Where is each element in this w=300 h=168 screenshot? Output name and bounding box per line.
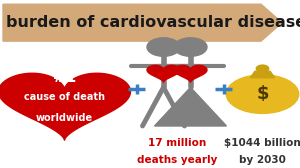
Text: deaths yearly: deaths yearly: [137, 155, 217, 165]
Polygon shape: [0, 73, 130, 140]
Polygon shape: [147, 65, 180, 82]
FancyArrow shape: [3, 4, 282, 41]
Text: $1044 billion: $1044 billion: [224, 138, 300, 148]
Text: worldwide: worldwide: [36, 113, 93, 123]
Circle shape: [256, 65, 269, 72]
Circle shape: [147, 38, 180, 56]
Text: 17 million: 17 million: [148, 138, 206, 148]
Text: #1: #1: [53, 70, 76, 85]
Circle shape: [174, 38, 207, 56]
Text: by 2030: by 2030: [239, 155, 286, 165]
Text: cause of death: cause of death: [24, 92, 105, 102]
Polygon shape: [154, 87, 226, 126]
Text: $: $: [256, 85, 269, 103]
Polygon shape: [250, 71, 274, 78]
Ellipse shape: [226, 75, 299, 113]
Text: The burden of cardiovascular diseases: The burden of cardiovascular diseases: [0, 15, 300, 30]
Polygon shape: [174, 65, 207, 82]
